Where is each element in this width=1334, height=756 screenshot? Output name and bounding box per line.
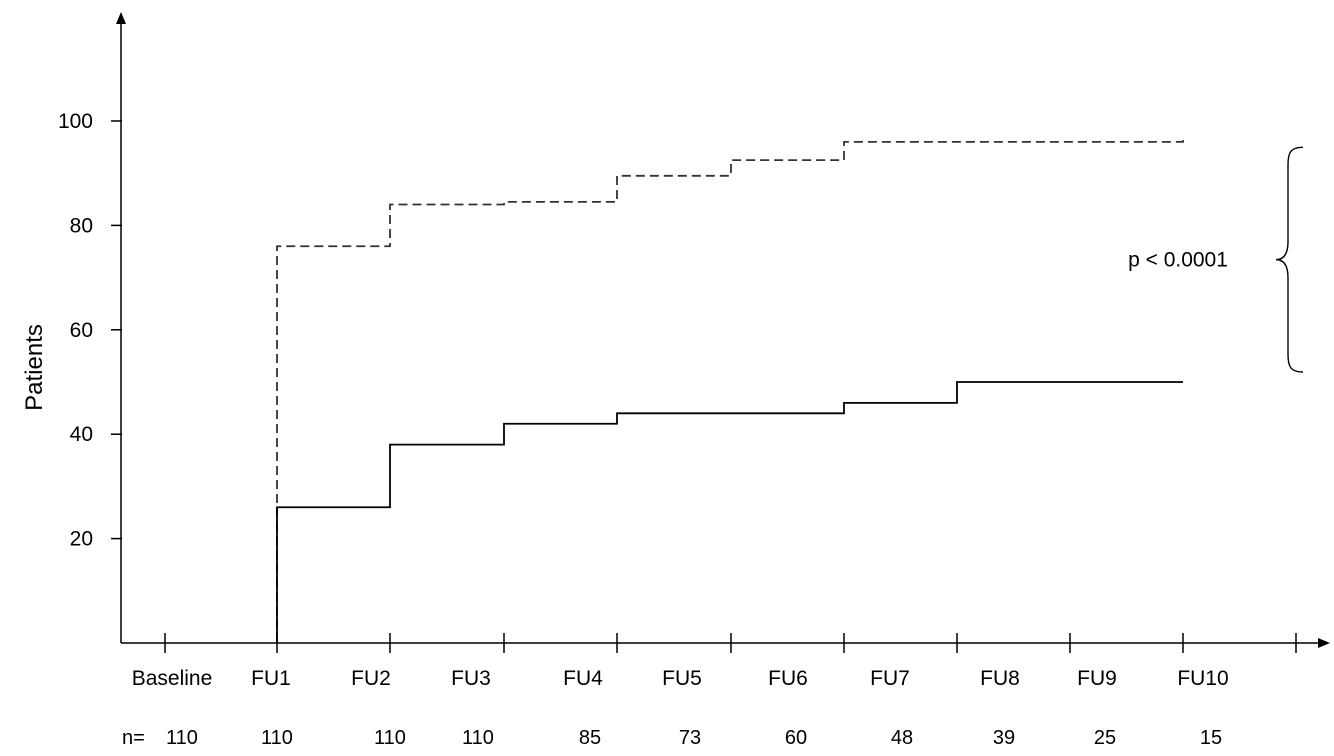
x-category-label: FU5: [662, 667, 702, 690]
n-value-label: 110: [261, 727, 293, 749]
x-category-label: FU7: [870, 667, 910, 690]
n-value-label: 25: [1094, 727, 1116, 749]
y-axis-title: Patients: [21, 324, 48, 411]
n-value-label: 110: [462, 727, 494, 749]
n-value-label: 48: [891, 727, 913, 749]
x-category-label: FU9: [1077, 667, 1117, 690]
n-value-label: 39: [993, 727, 1015, 749]
y-tick-label: 20: [70, 528, 93, 551]
labels: 20 40 60 80 100 Baseline FU1 FU2 FU3 FU4 FU5 FU6 FU7…: [21, 110, 1229, 749]
n-value-label: 110: [374, 727, 406, 749]
n-value-label: 85: [579, 727, 601, 749]
x-category-label: FU8: [980, 667, 1020, 690]
x-category-label: FU1: [251, 667, 291, 690]
y-tick-label: 40: [70, 423, 93, 446]
series-lines: [276, 139, 1184, 643]
y-tick-label: 80: [70, 214, 93, 237]
x-axis-arrow: [1318, 638, 1330, 648]
axes: [111, 12, 1330, 653]
n-value-label: 60: [785, 727, 807, 749]
y-tick-label: 60: [70, 319, 93, 342]
x-category-label: FU6: [768, 667, 808, 690]
n-value-label: 73: [679, 727, 701, 749]
p-value-annotation: p < 0.0001: [1128, 249, 1228, 272]
y-axis-arrow: [116, 12, 126, 24]
series-line-solid: [276, 381, 1183, 643]
y-tick-label: 100: [58, 110, 93, 133]
x-category-label: FU10: [1177, 667, 1228, 690]
x-category-label: FU3: [451, 667, 491, 690]
x-category-label: Baseline: [132, 667, 213, 690]
x-category-label: FU4: [563, 667, 603, 690]
series-line-dashed: [276, 139, 1184, 643]
n-prefix-label: n=: [122, 727, 145, 749]
x-category-label: FU2: [351, 667, 391, 690]
significance-brace: [1275, 146, 1304, 373]
n-value-label: 15: [1200, 727, 1222, 749]
n-value-label: 110: [166, 727, 198, 749]
annotation: p < 0.0001: [1128, 146, 1304, 373]
